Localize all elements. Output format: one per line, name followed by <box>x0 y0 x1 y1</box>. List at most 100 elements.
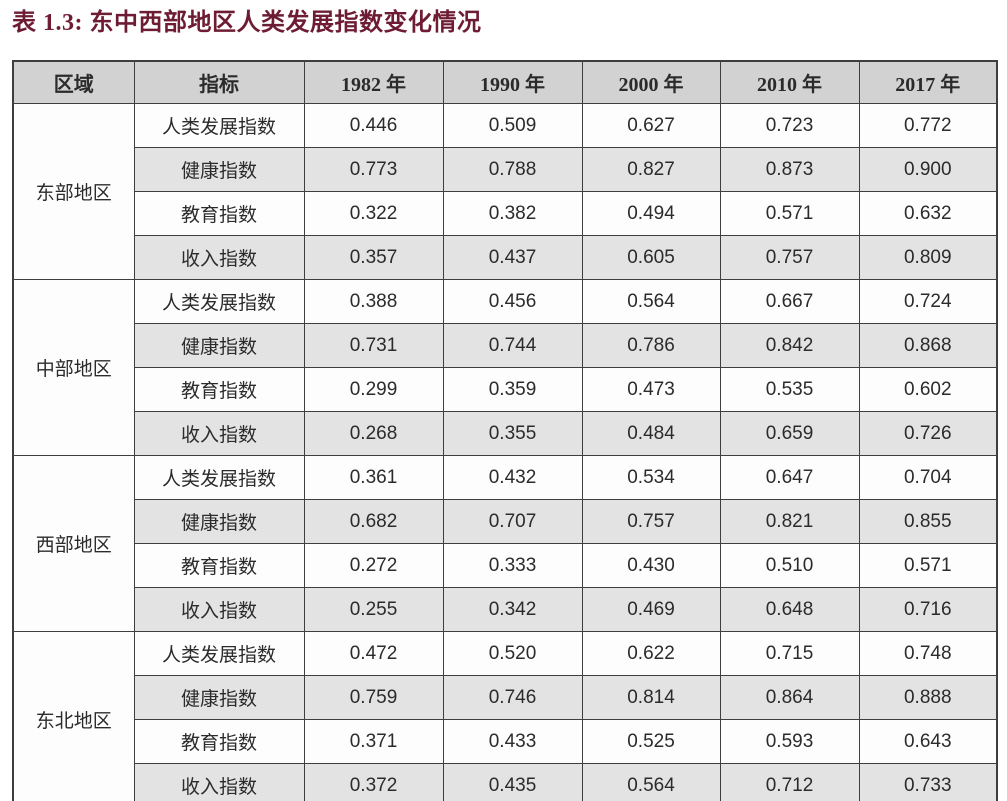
table-row: 教育指数 0.272 0.333 0.430 0.510 0.571 <box>13 543 998 588</box>
value-cell: 0.868 <box>858 323 998 368</box>
value-cell: 0.659 <box>719 411 860 456</box>
value-cell: 0.520 <box>442 631 583 676</box>
value-cell: 0.322 <box>303 191 444 236</box>
hdi-table: 区域 指标 1982 年 1990 年 2000 年 2010 年 2017 年 东部地区人… <box>12 60 998 801</box>
indicator-cell: 教育指数 <box>133 191 305 236</box>
table-row: 收入指数 0.268 0.355 0.484 0.659 0.726 <box>13 411 998 456</box>
indicator-cell: 人类发展指数 <box>133 631 305 676</box>
column-header-5: 2010 年 <box>719 60 860 104</box>
region-cell: 东部地区 <box>12 103 135 280</box>
value-cell: 0.786 <box>581 323 721 368</box>
value-cell: 0.707 <box>442 499 583 544</box>
table-caption: 表 1.3: 东中西部地区人类发展指数变化情况 <box>12 10 482 36</box>
value-cell: 0.682 <box>303 499 444 544</box>
value-cell: 0.433 <box>442 719 583 764</box>
column-header-1: 指标 <box>133 60 305 104</box>
value-cell: 0.744 <box>442 323 583 368</box>
indicator-cell: 健康指数 <box>133 147 305 192</box>
value-cell: 0.827 <box>581 147 721 192</box>
value-cell: 0.759 <box>303 675 444 720</box>
table-row: 健康指数 0.731 0.744 0.786 0.842 0.868 <box>13 323 998 368</box>
region-cell: 西部地区 <box>12 455 135 632</box>
indicator-cell: 教育指数 <box>133 719 305 764</box>
value-cell: 0.757 <box>719 235 860 280</box>
value-cell: 0.371 <box>303 719 444 764</box>
value-cell: 0.359 <box>442 367 583 412</box>
value-cell: 0.357 <box>303 235 444 280</box>
value-cell: 0.469 <box>581 587 721 632</box>
value-cell: 0.605 <box>581 235 721 280</box>
value-cell: 0.525 <box>581 719 721 764</box>
value-cell: 0.510 <box>719 543 860 588</box>
indicator-cell: 人类发展指数 <box>133 279 305 324</box>
value-cell: 0.534 <box>581 455 721 500</box>
column-header-3: 1990 年 <box>442 60 583 104</box>
value-cell: 0.432 <box>442 455 583 500</box>
indicator-cell: 人类发展指数 <box>133 455 305 500</box>
value-cell: 0.788 <box>442 147 583 192</box>
value-cell: 0.435 <box>442 763 583 801</box>
value-cell: 0.571 <box>719 191 860 236</box>
value-cell: 0.272 <box>303 543 444 588</box>
indicator-cell: 收入指数 <box>133 587 305 632</box>
value-cell: 0.268 <box>303 411 444 456</box>
indicator-cell: 收入指数 <box>133 235 305 280</box>
value-cell: 0.809 <box>858 235 998 280</box>
value-cell: 0.446 <box>303 103 444 148</box>
value-cell: 0.647 <box>719 455 860 500</box>
value-cell: 0.494 <box>581 191 721 236</box>
value-cell: 0.382 <box>442 191 583 236</box>
column-header-0: 区域 <box>12 60 135 104</box>
value-cell: 0.627 <box>581 103 721 148</box>
value-cell: 0.715 <box>719 631 860 676</box>
indicator-cell: 健康指数 <box>133 323 305 368</box>
value-cell: 0.437 <box>442 235 583 280</box>
table-row: 健康指数 0.682 0.707 0.757 0.821 0.855 <box>13 499 998 544</box>
indicator-cell: 教育指数 <box>133 543 305 588</box>
value-cell: 0.430 <box>581 543 721 588</box>
value-cell: 0.299 <box>303 367 444 412</box>
value-cell: 0.726 <box>858 411 998 456</box>
indicator-cell: 健康指数 <box>133 675 305 720</box>
value-cell: 0.864 <box>719 675 860 720</box>
table-row: 西部地区 人类发展指数 0.361 0.432 0.534 0.647 0.704 <box>12 455 998 632</box>
indicator-cell: 收入指数 <box>133 763 305 801</box>
value-cell: 0.712 <box>719 763 860 801</box>
value-cell: 0.472 <box>303 631 444 676</box>
table-row: 收入指数 0.255 0.342 0.469 0.648 0.716 <box>13 587 998 632</box>
table-row: 教育指数 0.299 0.359 0.473 0.535 0.602 <box>13 367 998 412</box>
value-cell: 0.842 <box>719 323 860 368</box>
value-cell: 0.509 <box>442 103 583 148</box>
value-cell: 0.535 <box>719 367 860 412</box>
value-cell: 0.667 <box>719 279 860 324</box>
value-cell: 0.564 <box>581 763 721 801</box>
value-cell: 0.814 <box>581 675 721 720</box>
value-cell: 0.704 <box>858 455 998 500</box>
value-cell: 0.473 <box>581 367 721 412</box>
value-cell: 0.772 <box>858 103 998 148</box>
value-cell: 0.564 <box>581 279 721 324</box>
value-cell: 0.748 <box>858 631 998 676</box>
table-row: 东部地区 人类发展指数 0.446 0.509 0.627 0.723 0.772 <box>12 103 998 280</box>
column-header-6: 2017 年 <box>858 60 998 104</box>
value-cell: 0.716 <box>858 587 998 632</box>
value-cell: 0.855 <box>858 499 998 544</box>
table-row: 收入指数 0.357 0.437 0.605 0.757 0.809 <box>13 235 998 280</box>
value-cell: 0.388 <box>303 279 444 324</box>
value-cell: 0.602 <box>858 367 998 412</box>
value-cell: 0.757 <box>581 499 721 544</box>
table-row: 东北地区 人类发展指数 0.472 0.520 0.622 0.715 0.748 <box>12 631 998 801</box>
value-cell: 0.632 <box>858 191 998 236</box>
value-cell: 0.571 <box>858 543 998 588</box>
table-row: 健康指数 0.759 0.746 0.814 0.864 0.888 <box>13 675 998 720</box>
region-cell: 东北地区 <box>12 631 135 801</box>
table-row: 收入指数 0.372 0.435 0.564 0.712 0.733 <box>13 763 998 801</box>
value-cell: 0.355 <box>442 411 583 456</box>
table-row: 健康指数 0.773 0.788 0.827 0.873 0.900 <box>13 147 998 192</box>
value-cell: 0.821 <box>719 499 860 544</box>
value-cell: 0.733 <box>858 763 998 801</box>
indicator-cell: 健康指数 <box>133 499 305 544</box>
value-cell: 0.484 <box>581 411 721 456</box>
value-cell: 0.773 <box>303 147 444 192</box>
